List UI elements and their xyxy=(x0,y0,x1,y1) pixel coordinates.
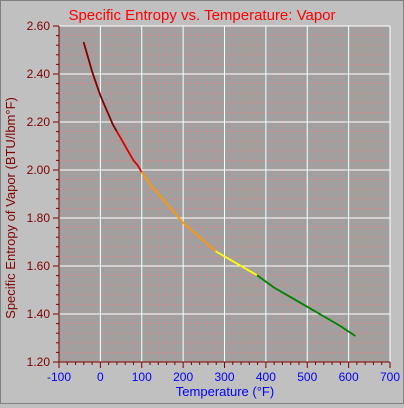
curve-segment-4 xyxy=(215,250,259,277)
y-tick-label: 2.00 xyxy=(27,163,51,177)
curve-segment-5 xyxy=(256,274,356,337)
y-tick-label: 1.80 xyxy=(27,211,51,225)
y-tick-labels: 1.20 1.40 1.60 1.80 2.00 2.20 2.40 2.60 xyxy=(27,19,51,369)
entropy-curve xyxy=(82,41,356,337)
x-tick-label: 0 xyxy=(97,370,104,384)
x-tick-labels: -100 0 100 200 300 400 500 600 700 xyxy=(47,370,400,384)
chart-title: Specific Entropy vs. Temperature: Vapor xyxy=(68,7,335,24)
curve-segment-2 xyxy=(116,130,143,174)
curve-segment-1 xyxy=(82,41,118,133)
grid-lines xyxy=(58,25,391,363)
y-tick-label: 1.60 xyxy=(27,259,51,273)
x-axis-label: Temperature (°F) xyxy=(176,384,274,399)
y-tick-label: 1.20 xyxy=(27,355,51,369)
x-tick-label: 500 xyxy=(297,370,317,384)
y-tick-label: 2.20 xyxy=(27,115,51,129)
x-tick-label: 300 xyxy=(214,370,234,384)
x-tick-label: 200 xyxy=(173,370,193,384)
y-axis-label: Specific Entropy of Vapor (BTU/lbm°F) xyxy=(3,97,18,319)
curve-segment-3 xyxy=(140,171,218,253)
axis-ticks xyxy=(53,25,391,368)
x-tick-label: 600 xyxy=(339,370,359,384)
y-tick-label: 2.40 xyxy=(27,67,51,81)
x-tick-label: -100 xyxy=(47,370,71,384)
y-tick-label: 1.40 xyxy=(27,307,51,321)
x-tick-label: 100 xyxy=(132,370,152,384)
y-tick-label: 2.60 xyxy=(27,19,51,33)
x-tick-label: 400 xyxy=(256,370,276,384)
x-tick-label: 700 xyxy=(380,370,400,384)
